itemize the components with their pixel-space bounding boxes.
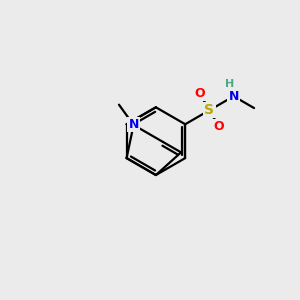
Text: N: N bbox=[229, 90, 239, 103]
Text: H: H bbox=[225, 79, 234, 89]
Text: N: N bbox=[128, 118, 139, 131]
Text: S: S bbox=[204, 103, 214, 117]
Text: O: O bbox=[195, 87, 205, 100]
Text: O: O bbox=[214, 120, 224, 133]
